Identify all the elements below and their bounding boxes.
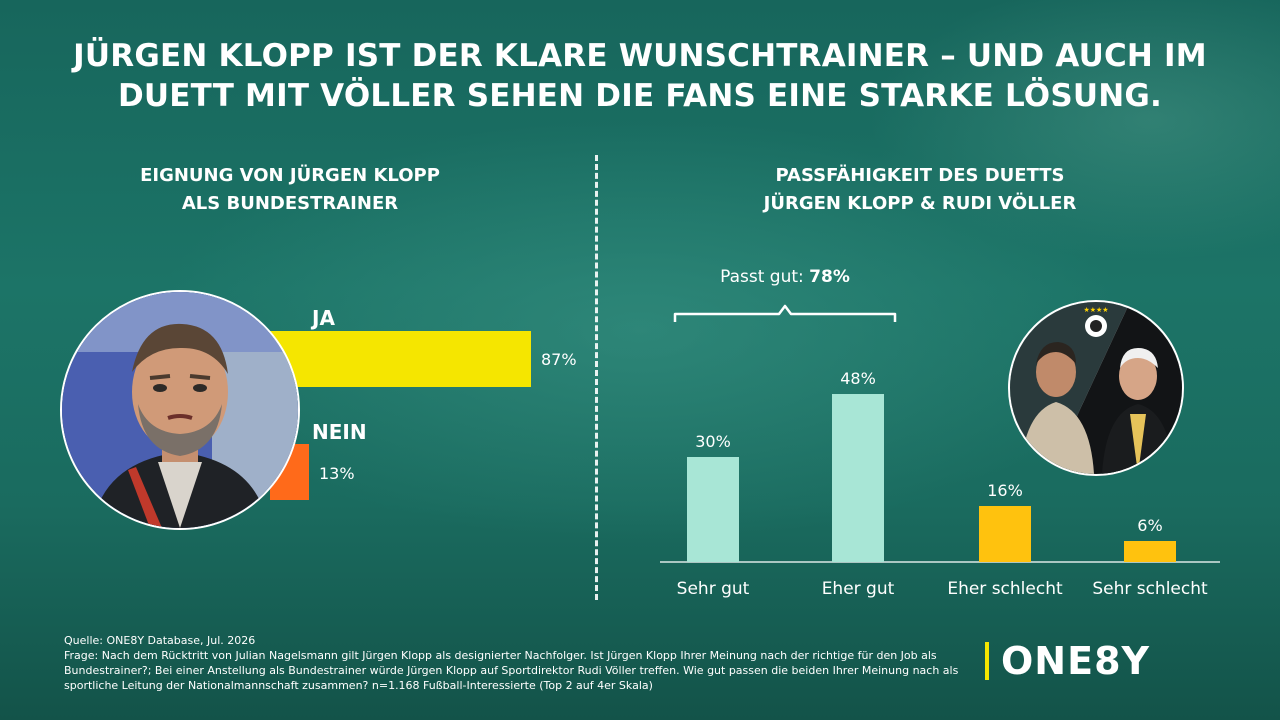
passt-gut-label: Passt gut:: [720, 267, 809, 287]
left-section-title: EIGNUNG VON JÜRGEN KLOPP ALS BUNDESTRAIN…: [90, 162, 490, 218]
value-label-eher-schlecht: 16%: [987, 481, 1023, 500]
klopp-voeller-portrait: ★★★★: [1008, 300, 1184, 476]
value-label-nein: 13%: [319, 464, 355, 483]
value-label-ja: 87%: [541, 350, 577, 369]
one8y-logo: ONE8Y: [985, 639, 1151, 683]
footer-notes: Quelle: ONE8Y Database, Jul. 2026 Frage:…: [64, 633, 994, 693]
category-label-ja: JA: [312, 306, 335, 330]
left-title-line-1: EIGNUNG VON JÜRGEN KLOPP: [140, 165, 440, 186]
klopp-voeller-portrait-illustration: ★★★★: [1010, 302, 1182, 474]
left-title-line-2: ALS BUNDESTRAINER: [181, 193, 399, 214]
category-label-eher-schlecht: Eher schlecht: [947, 579, 1063, 599]
logo-text: ONE8Y: [1001, 639, 1151, 683]
section-divider: [595, 155, 598, 600]
value-label-eher-gut: 48%: [840, 369, 876, 388]
passt-gut-annotation: Passt gut: 78%: [720, 267, 850, 287]
right-title-line-1: PASSFÄHIGKEIT DES DUETTS: [775, 165, 1065, 186]
value-label-sehr-gut: 30%: [695, 432, 731, 451]
bar-sehr-gut: [687, 457, 739, 562]
svg-text:★★★★: ★★★★: [1083, 306, 1108, 314]
right-title-line-2: JÜRGEN KLOPP & RUDI VÖLLER: [763, 193, 1077, 214]
source-note: Quelle: ONE8Y Database, Jul. 2026: [64, 634, 256, 647]
passt-gut-brace: [673, 304, 897, 322]
klopp-portrait: [60, 290, 300, 530]
bar-eher-schlecht: [979, 506, 1031, 562]
question-note: Frage: Nach dem Rücktritt von Julian Nag…: [64, 649, 959, 692]
category-label-nein: NEIN: [312, 420, 367, 444]
klopp-portrait-illustration: [62, 292, 298, 528]
logo-accent-bar: [985, 642, 989, 680]
category-label-sehr-schlecht: Sehr schlecht: [1092, 579, 1208, 599]
value-label-sehr-schlecht: 6%: [1137, 516, 1162, 535]
bar-eher-gut: [832, 394, 884, 562]
category-label-sehr-gut: Sehr gut: [677, 579, 750, 599]
passt-gut-value: 78%: [809, 267, 850, 287]
right-section-title: PASSFÄHIGKEIT DES DUETTS JÜRGEN KLOPP & …: [690, 162, 1150, 218]
bar-sehr-schlecht: [1124, 541, 1176, 562]
duett-bar-chart: 30% Sehr gut 48% Eher gut 16% Eher schlecht 6%…: [660, 260, 1220, 614]
duett-bar-chart-svg: 30% Sehr gut 48% Eher gut 16% Eher schlecht 6%…: [660, 267, 1220, 599]
page-title: JÜRGEN KLOPP IST DER KLARE WUNSCHTRAINER…: [73, 38, 1207, 114]
category-label-eher-gut: Eher gut: [822, 579, 895, 599]
bar-ja: [270, 331, 531, 387]
